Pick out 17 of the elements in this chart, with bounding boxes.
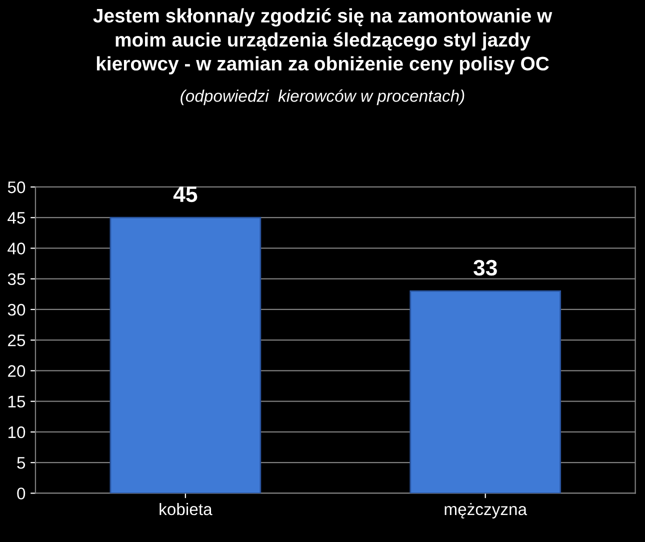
- data-label: 33: [474, 260, 497, 276]
- x-tick-label: mężczyzna: [444, 502, 528, 518]
- y-tick-label: 5: [17, 457, 26, 469]
- y-tick-label: 45: [8, 212, 26, 224]
- y-tick-label: 15: [8, 396, 26, 408]
- y-tick-label: 25: [8, 334, 26, 346]
- data-label: 45: [173, 186, 198, 202]
- y-tick-label: 35: [8, 273, 26, 286]
- y-tick-label: 20: [8, 365, 26, 377]
- y-tick-label: 50: [8, 181, 26, 194]
- x-tick-label: kobieta: [160, 502, 212, 516]
- y-tick-label: 10: [8, 426, 26, 438]
- y-tick-label: 40: [8, 242, 26, 254]
- y-tick-label: 30: [8, 304, 26, 316]
- chart-title: Jestem skłonna/y zgodzić się na zamontowanie w moim aucie urządzenia śledzącego styl jazdy kierowcy - w zamian za obniżenie ceny polisy OC: [93, 8, 552, 74]
- chart-subtitle: (odpowiedzi kierowców w procentach): [180, 89, 464, 106]
- y-tick-label: 0: [17, 488, 26, 500]
